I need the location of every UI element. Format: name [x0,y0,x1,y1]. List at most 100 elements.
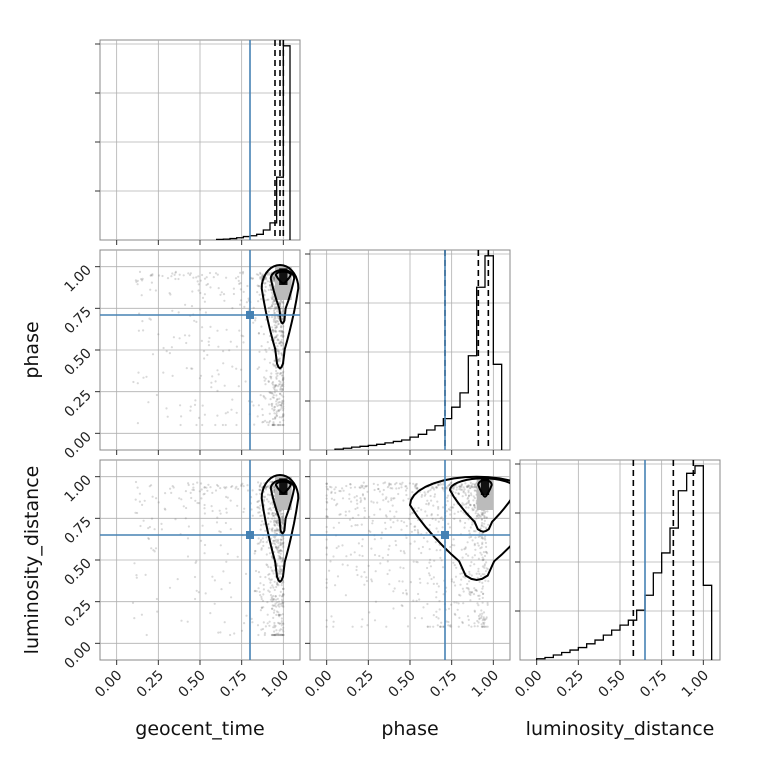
joint-phase-vs-luminosity-distance-sample-point [477,604,480,607]
joint-geocent-time-vs-luminosity-distance-sample-point [259,504,262,507]
joint-geocent-time-vs-luminosity-distance-sample-point [234,487,237,490]
joint-phase-vs-luminosity-distance-sample-point [424,510,427,513]
joint-phase-vs-luminosity-distance-sample-point [469,481,472,484]
joint-geocent-time-vs-phase-sample-point [268,284,272,287]
joint-geocent-time-vs-luminosity-distance-sample-point [230,596,233,599]
joint-geocent-time-vs-phase-sample-point [265,421,269,424]
joint-phase-vs-luminosity-distance-sample-point [473,504,476,507]
joint-phase-vs-luminosity-distance-sample-point [415,599,418,602]
joint-phase-vs-luminosity-distance-sample-point [482,525,485,528]
joint-geocent-time-vs-luminosity-distance-sample-point [197,591,200,594]
joint-phase-vs-luminosity-distance-sample-point [478,594,481,597]
joint-geocent-time-vs-phase-sample-point [199,308,202,311]
joint-phase-vs-luminosity-distance-sample-point [371,522,374,525]
joint-geocent-time-vs-phase-sample-point [281,317,284,320]
joint-geocent-time-vs-phase-sample-point [276,339,279,342]
joint-geocent-time-vs-luminosity-distance-sample-point [267,546,270,550]
joint-phase-vs-luminosity-distance-sample-point [426,582,429,585]
joint-geocent-time-vs-luminosity-distance-sample-point [271,633,274,637]
joint-phase-vs-luminosity-distance-sample-point [414,525,417,528]
joint-geocent-time-vs-luminosity-distance-sample-point [243,622,246,625]
joint-geocent-time-vs-luminosity-distance-sample-point [203,486,206,489]
joint-phase-vs-luminosity-distance-sample-point [422,606,425,609]
joint-geocent-time-vs-luminosity-distance-sample-point [259,594,262,597]
joint-geocent-time-vs-phase-sample-point [273,405,277,408]
joint-geocent-time-vs-phase-sample-point [266,341,269,344]
joint-phase-vs-luminosity-distance-sample-point [371,519,374,522]
joint-geocent-time-vs-phase-sample-point [265,350,268,353]
joint-geocent-time-vs-luminosity-distance-sample-point [274,529,277,532]
joint-geocent-time-vs-phase-sample-point [168,352,171,355]
joint-geocent-time-vs-luminosity-distance-sample-point [282,519,285,522]
joint-geocent-time-vs-phase-sample-point [263,376,266,379]
joint-geocent-time-vs-phase-sample-point [268,361,272,364]
joint-phase-vs-luminosity-distance-sample-point [459,520,462,523]
joint-geocent-time-vs-luminosity-distance-sample-point [274,520,277,523]
joint-phase-vs-luminosity-distance-sample-point [421,545,424,549]
joint-geocent-time-vs-luminosity-distance-sample-point [272,597,275,601]
joint-geocent-time-vs-luminosity-distance-sample-point [272,521,276,524]
joint-geocent-time-vs-luminosity-distance-sample-point [203,507,206,510]
joint-geocent-time-vs-phase-sample-point [222,293,226,296]
joint-phase-vs-luminosity-distance-sample-point [469,526,472,529]
joint-geocent-time-vs-phase-sample-point [281,387,285,390]
joint-phase-vs-luminosity-distance-sample-point [353,551,356,554]
joint-geocent-time-vs-phase-sample-point [216,329,219,332]
joint-geocent-time-vs-phase-sample-point [275,334,278,338]
joint-geocent-time-vs-luminosity-distance-sample-point [204,592,207,595]
joint-phase-vs-luminosity-distance-sample-point [483,621,486,624]
joint-geocent-time-vs-luminosity-distance-sample-point [258,590,261,594]
joint-phase-vs-luminosity-distance-sample-point [441,566,445,569]
joint-phase-vs-luminosity-distance-sample-point [388,583,391,586]
joint-geocent-time-vs-phase-sample-point [279,388,282,391]
joint-phase-vs-luminosity-distance-sample-point [333,498,336,501]
joint-phase-vs-luminosity-distance-sample-point [461,620,464,624]
joint-geocent-time-vs-phase-sample-point [273,311,276,314]
joint-phase-vs-luminosity-distance-sample-point [481,612,484,615]
joint-geocent-time-vs-phase-sample-point [214,423,217,427]
joint-geocent-time-vs-luminosity-distance-sample-point [274,545,278,548]
joint-geocent-time-vs-luminosity-distance-sample-point [272,539,275,542]
joint-geocent-time-vs-phase-sample-point [162,371,165,374]
joint-phase-vs-luminosity-distance-sample-point [417,532,420,535]
x-tick-label: 0.00 [302,668,335,701]
joint-geocent-time-vs-luminosity-distance-sample-point [187,483,190,487]
joint-geocent-time-vs-phase-sample-point [268,273,271,276]
joint-geocent-time-vs-phase-sample-point [269,391,272,394]
joint-phase-vs-luminosity-distance-sample-point [441,526,444,529]
x-tick-label: 0.25 [134,668,167,701]
joint-phase-vs-luminosity-distance-sample-point [460,548,463,551]
joint-geocent-time-vs-phase-sample-point [254,317,257,320]
joint-geocent-time-vs-phase-sample-point [138,312,141,315]
joint-geocent-time-vs-phase-sample-point [274,306,277,309]
joint-geocent-time-vs-luminosity-distance-sample-point [280,512,283,515]
joint-geocent-time-vs-luminosity-distance-sample-point [256,624,260,627]
joint-geocent-time-vs-luminosity-distance-sample-point [219,512,222,515]
joint-phase-vs-luminosity-distance-sample-point [461,556,464,559]
joint-geocent-time-vs-phase-sample-point [257,273,260,276]
joint-phase-vs-luminosity-distance-sample-point [478,572,481,576]
joint-geocent-time-vs-luminosity-distance-sample-point [271,530,274,533]
joint-phase-vs-luminosity-distance-sample-point [365,484,368,488]
joint-phase-vs-luminosity-distance-sample-point [384,527,387,530]
joint-phase-vs-luminosity-distance-sample-point [432,504,435,507]
joint-phase-vs-luminosity-distance-sample-point [413,616,417,620]
joint-geocent-time-vs-phase-sample-point [222,362,225,365]
joint-geocent-time-vs-phase-sample-point [195,423,198,427]
joint-geocent-time-vs-phase-sample-point [280,344,283,347]
joint-geocent-time-vs-luminosity-distance-sample-point [150,517,154,520]
joint-geocent-time-vs-luminosity-distance-sample-point [276,583,279,586]
joint-geocent-time-vs-phase-sample-point [225,276,228,279]
joint-geocent-time-vs-phase-sample-point [279,329,282,332]
joint-phase-vs-luminosity-distance-sample-point [431,517,434,521]
joint-geocent-time-vs-phase-sample-point [234,277,238,280]
joint-geocent-time-vs-phase-sample-point [277,350,280,353]
joint-phase-vs-luminosity-distance-truth-marker [441,531,449,539]
joint-geocent-time-vs-phase-sample-point [214,380,217,383]
joint-geocent-time-vs-phase-sample-point [274,319,277,322]
joint-geocent-time-vs-luminosity-distance-sample-point [174,518,177,521]
joint-geocent-time-vs-phase-sample-point [281,310,284,313]
joint-phase-vs-luminosity-distance-sample-point [406,487,409,490]
joint-geocent-time-vs-luminosity-distance-sample-point [267,511,270,514]
joint-geocent-time-vs-phase-sample-point [271,326,274,329]
